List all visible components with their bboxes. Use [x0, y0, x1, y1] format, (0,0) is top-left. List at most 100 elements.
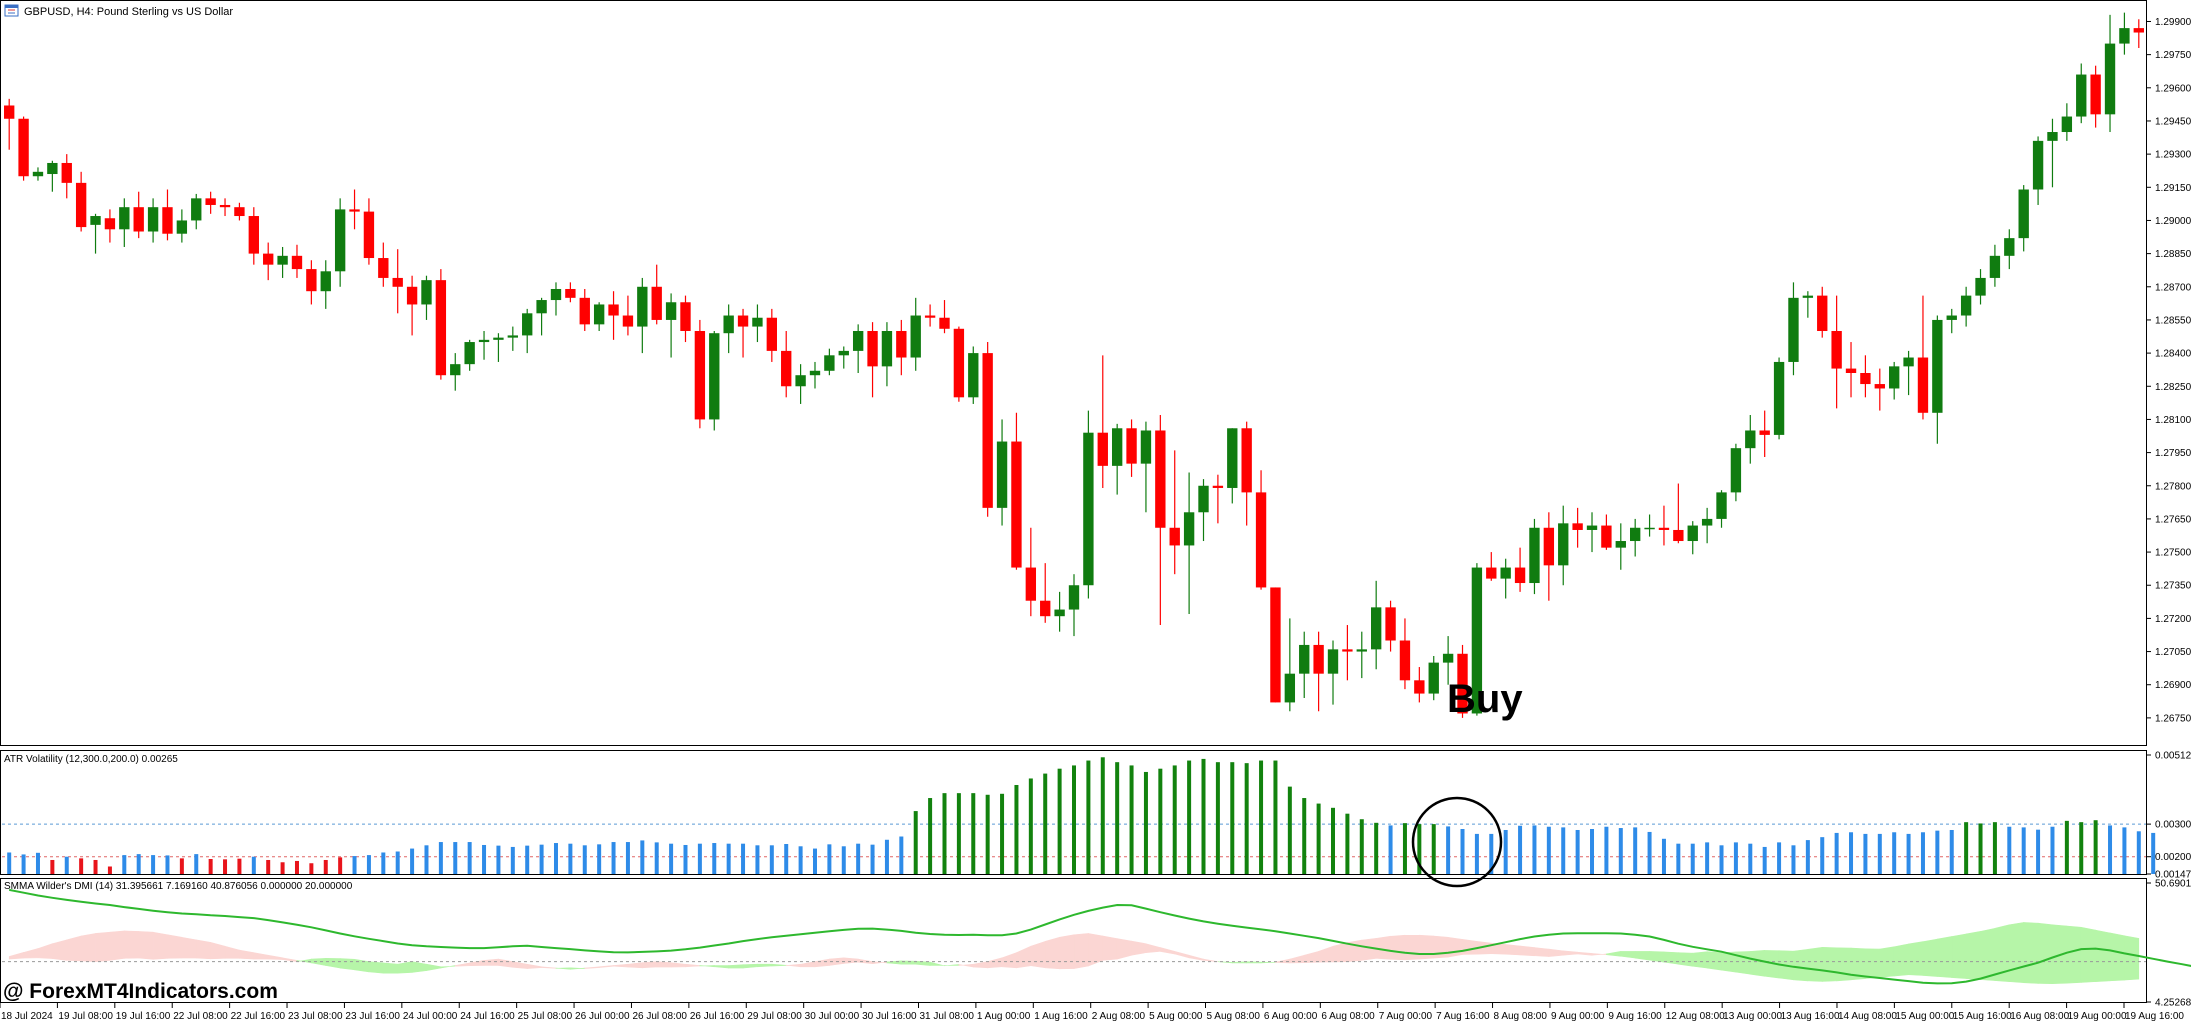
- candle-bull: [32, 167, 44, 181]
- atr-bar-high: [1417, 824, 1422, 874]
- atr-bar-normal: [812, 848, 817, 874]
- atr-bar-low: [294, 860, 299, 874]
- candle-bull: [1586, 512, 1598, 553]
- candle-bull: [90, 213, 101, 254]
- atr-bar-normal: [1805, 840, 1810, 874]
- atr-bar-high: [1964, 822, 1969, 874]
- plus-di-area: [1678, 952, 1694, 967]
- plus-di-area: [1908, 941, 1924, 976]
- atr-bar-normal: [798, 846, 803, 874]
- atr-bar-high: [942, 793, 947, 874]
- atr-bar-high: [1302, 798, 1307, 874]
- atr-bar-high: [1259, 760, 1264, 874]
- candle-bull: [852, 324, 864, 373]
- atr-bar-normal: [597, 844, 602, 874]
- atr-bar-normal: [726, 843, 731, 874]
- atr-bar-normal: [654, 842, 659, 874]
- atr-bar-normal: [568, 843, 573, 874]
- candle-bear: [291, 244, 303, 278]
- atr-bar-low: [208, 859, 213, 874]
- minus-di-area: [1361, 937, 1377, 961]
- candle-bear: [406, 275, 418, 336]
- plus-di-area: [2066, 925, 2082, 984]
- candle-bull: [2047, 118, 2058, 188]
- plus-di-area: [368, 961, 384, 974]
- atr-bar-normal: [2036, 829, 2041, 874]
- candle-bull: [709, 330, 720, 431]
- atr-bar-normal: [438, 842, 443, 874]
- atr-bar-normal: [769, 845, 774, 874]
- time-tick-label: 22 Jul 08:00: [173, 1011, 228, 1022]
- candle-bear: [781, 330, 792, 398]
- plus-di-area: [1807, 946, 1823, 982]
- candle-bull: [881, 322, 893, 387]
- candle-bear: [1270, 587, 1281, 703]
- plus-di-area: [339, 958, 355, 971]
- plus-di-area: [1649, 951, 1665, 963]
- atr-tick-label: 0.00512: [2155, 751, 2191, 762]
- time-tick-label: 1 Aug 16:00: [1034, 1011, 1088, 1022]
- candle-bear: [1457, 644, 1468, 718]
- atr-bar-normal: [625, 842, 630, 874]
- atr-bar-normal: [1733, 842, 1738, 874]
- candle-bear: [1011, 412, 1022, 570]
- chart-title: GBPUSD, H4: Pound Sterling vs US Dollar: [24, 6, 233, 18]
- atr-bar-normal: [1920, 832, 1925, 874]
- time-tick-label: 18 Jul 2024: [1, 1011, 53, 1022]
- atr-bar-normal: [1618, 828, 1623, 874]
- minus-di-area: [1419, 934, 1435, 960]
- candle-bull: [838, 346, 849, 369]
- minus-di-area: [1102, 935, 1118, 961]
- time-tick-label: 23 Jul 08:00: [288, 1011, 343, 1022]
- candle-bear: [953, 326, 965, 402]
- atr-bar-normal: [539, 844, 544, 874]
- time-tick-label: 19 Aug 16:00: [2125, 1011, 2184, 1022]
- time-tick-label: 25 Jul 08:00: [518, 1011, 573, 1022]
- candle-bull: [1284, 618, 1296, 712]
- time-tick-label: 2 Aug 08:00: [1092, 1011, 1146, 1022]
- plus-di-area: [2124, 935, 2140, 981]
- atr-bar-normal: [582, 845, 587, 874]
- candle-bull: [2104, 14, 2116, 133]
- candle-bull: [334, 198, 346, 287]
- candle-bear: [2090, 65, 2101, 128]
- atr-bar-normal: [467, 842, 472, 874]
- candle-bear: [1385, 600, 1396, 652]
- candle-bear: [1255, 470, 1267, 590]
- time-tick-label: 23 Jul 16:00: [345, 1011, 400, 1022]
- time-tick-label: 24 Jul 16:00: [460, 1011, 515, 1022]
- candle-bear: [1543, 512, 1555, 601]
- minus-di-area: [1073, 933, 1089, 969]
- time-tick-label: 15 Aug 00:00: [1895, 1011, 1954, 1022]
- atr-bar-normal: [424, 845, 429, 874]
- atr-bar-high: [1345, 813, 1350, 874]
- minus-di-area: [95, 931, 111, 962]
- candle-bear: [737, 308, 749, 358]
- atr-bar-normal: [1388, 825, 1393, 874]
- atr-bar-normal: [1690, 843, 1695, 874]
- price-tick-label: 1.27050: [2155, 647, 2191, 658]
- time-tick-label: 13 Aug 16:00: [1781, 1011, 1840, 1022]
- candle-bull: [119, 198, 130, 247]
- plus-di-area: [2109, 932, 2125, 982]
- plus-di-area: [2080, 926, 2096, 983]
- candle-bull: [1442, 636, 1454, 685]
- candle-bear: [1845, 342, 1857, 398]
- minus-di-area: [52, 939, 68, 961]
- atr-bar-normal: [453, 842, 458, 874]
- atr-bar-normal: [1791, 845, 1796, 874]
- atr-bar-normal: [1661, 838, 1666, 874]
- candle-bull: [1932, 315, 1943, 444]
- time-tick-label: 29 Jul 08:00: [747, 1011, 802, 1022]
- candle-bear: [565, 282, 576, 303]
- candle-bear: [75, 171, 87, 232]
- atr-bar-high: [1187, 760, 1192, 874]
- atr-bar-low: [179, 858, 184, 874]
- plus-di-area: [1793, 949, 1809, 982]
- candle-bull: [1428, 655, 1439, 701]
- time-tick-label: 19 Jul 16:00: [116, 1011, 171, 1022]
- candle-bear: [2133, 19, 2144, 49]
- atr-bar-high: [913, 811, 918, 874]
- atr-bar-high: [1115, 762, 1120, 874]
